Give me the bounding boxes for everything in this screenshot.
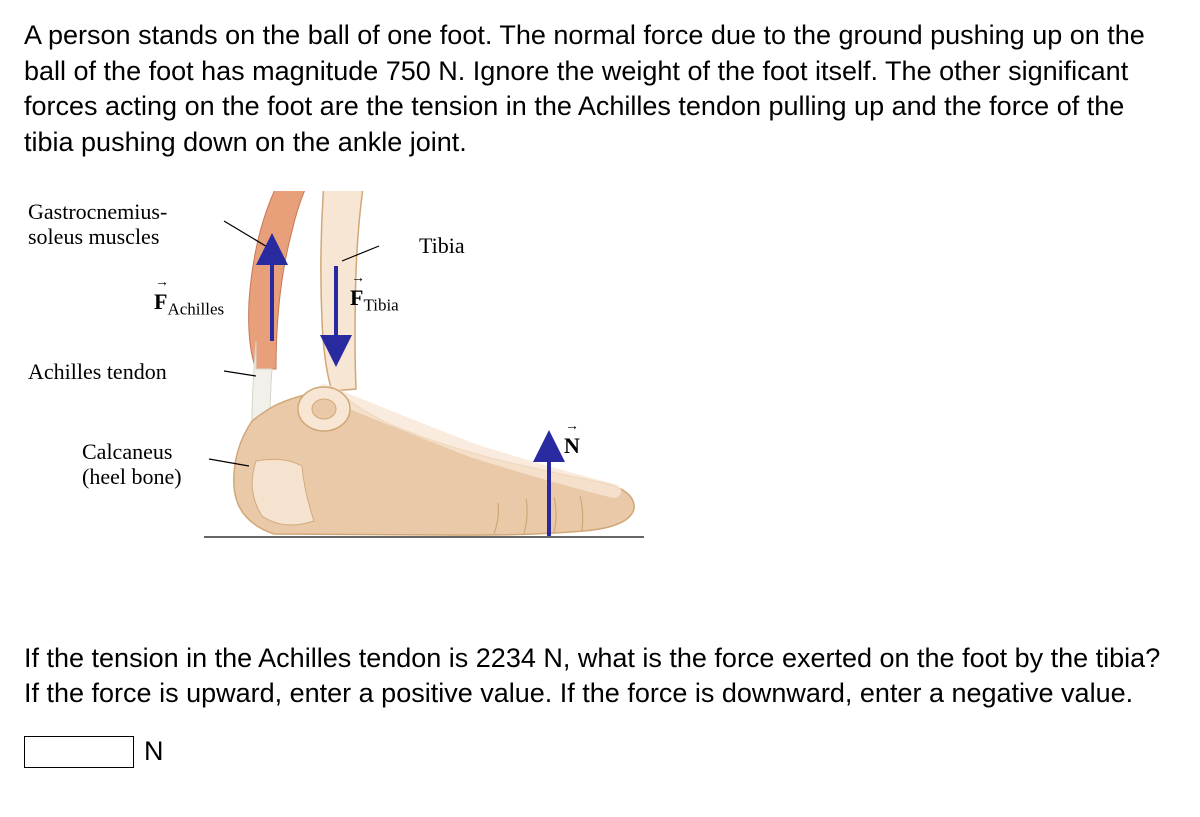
answer-input[interactable] — [24, 736, 134, 768]
label-achilles-tendon: Achilles tendon — [28, 359, 167, 385]
label-calcaneus-1: Calcaneus — [82, 439, 172, 465]
problem-intro: A person stands on the ball of one foot.… — [24, 18, 1176, 161]
force-achilles-label: FAchilles — [154, 289, 224, 319]
foot-diagram: Gastrocnemius- soleus muscles Achilles t… — [24, 191, 664, 611]
force-tibia-label: FTibia — [350, 285, 399, 315]
foot-svg — [24, 191, 664, 611]
label-gastro-1: Gastrocnemius- — [28, 199, 167, 225]
answer-row: N — [24, 736, 1176, 768]
question-text: If the tension in the Achilles tendon is… — [24, 641, 1176, 712]
answer-unit: N — [144, 736, 164, 767]
label-gastro-2: soleus muscles — [28, 224, 159, 250]
label-tibia: Tibia — [419, 233, 465, 259]
label-calcaneus-2: (heel bone) — [82, 464, 182, 490]
force-normal-label: N — [564, 433, 580, 459]
